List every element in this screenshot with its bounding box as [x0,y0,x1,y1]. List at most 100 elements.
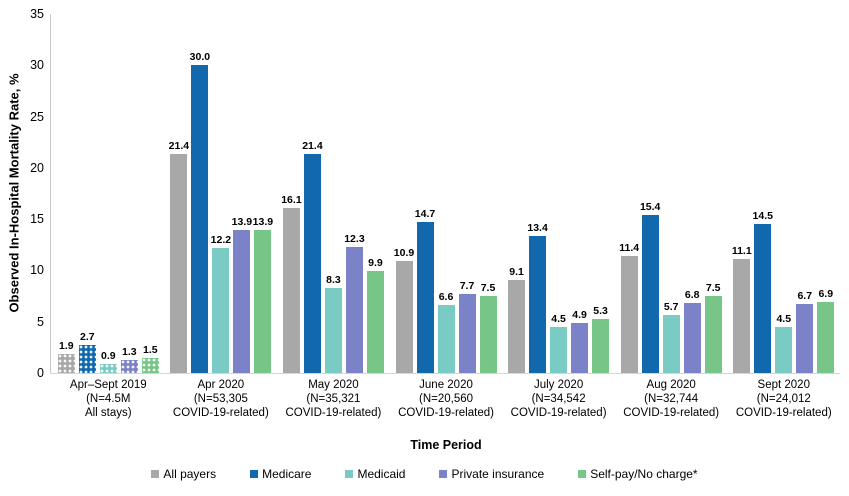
bar: 7.5 [479,282,497,373]
bar: 4.5 [775,313,793,373]
bar: 7.7 [458,280,476,373]
bar: 11.4 [619,242,639,373]
legend-swatch [250,470,259,478]
bar-value-label: 1.9 [58,339,74,352]
bar: 5.3 [592,305,610,373]
bar-value-label: 5.3 [593,304,608,317]
x-category-label: Sept 2020 (N=24,012 COVID-19-related) [735,379,832,419]
x-category-labels: Apr–Sept 2019 (N=4.5M All stays) Apr 2020 (N… [52,378,840,420]
bar: 9.9 [366,257,384,373]
bar-value-label: 16.1 [281,193,302,206]
y-tick-label: 25 [30,109,44,124]
bar: 2.7 [78,331,96,373]
legend-swatch [578,470,587,478]
legend-item: Private insurance [439,467,544,481]
bar: 30.0 [190,51,210,373]
bar-value-label: 10.9 [393,247,415,260]
bar: 15.4 [640,201,660,373]
y-tick-label: 15 [30,212,44,227]
bar-value-label: 11.4 [619,242,640,255]
bar: 6.6 [437,291,455,373]
bar: 1.3 [120,346,138,373]
y-tick-label: 30 [30,58,44,73]
bar-value-label: 7.7 [459,280,475,293]
y-tick-label: 35 [30,7,44,21]
bar: 9.1 [508,266,526,373]
bar-group: 10.9 14.7 6.6 7.7 7.5 [390,14,503,373]
bar-group: 21.4 30.0 12.2 13.9 13.9 [165,14,278,373]
legend-label: Medicaid [357,467,406,481]
legend-swatch [439,470,448,478]
bar-value-label: 13.4 [527,221,548,234]
bar-value-label: 21.4 [168,139,190,152]
bar-value-label: 13.9 [252,216,274,229]
bar: 0.9 [99,350,117,373]
bar-group: 1.9 2.7 0.9 1.3 1.5 [52,14,165,373]
bar-value-label: 6.7 [797,290,813,303]
bar: 13.4 [527,222,548,373]
bar: 10.9 [394,247,414,373]
bar-value-label: 7.5 [480,282,496,295]
bar: 21.4 [169,140,189,373]
legend-label: All payers [163,467,217,481]
bar-value-label: 8.3 [326,273,341,286]
bar-value-label: 11.1 [731,245,752,258]
bar-value-label: 15.4 [639,201,661,214]
bar-value-label: 14.5 [752,210,773,223]
legend-item: Self-pay/No charge* [578,467,698,481]
bar: 14.7 [415,208,435,373]
bar-value-label: 6.9 [818,288,834,301]
bar-value-label: 1.5 [142,343,158,356]
x-axis-line [50,373,840,374]
bar: 8.3 [324,274,342,373]
y-tick-label: 5 [37,314,44,329]
bar: 16.1 [281,194,302,373]
bar: 12.2 [211,234,231,373]
bar: 21.4 [302,140,323,373]
bar-value-label: 12.2 [210,233,232,246]
bar-value-label: 4.5 [776,312,792,325]
legend-label: Self-pay/No charge* [590,467,698,481]
bar-value-label: 9.9 [368,257,383,270]
x-category-label: Aug 2020 (N=32,744 COVID-19-related) [623,379,720,419]
bar: 4.5 [550,313,568,373]
bar-value-label: 5.7 [663,300,679,313]
y-tick-label: 20 [30,160,44,175]
legend-item: Medicaid [345,467,405,481]
bar-group: 16.1 21.4 8.3 12.3 9.9 [277,14,390,373]
x-category-label: June 2020 (N=20,560 COVID-19-related) [398,379,494,419]
bar: 11.1 [732,245,752,373]
legend-swatch [345,470,354,478]
bar: 7.5 [704,282,722,373]
legend: All payers Medicare Medicaid Private insura… [0,467,849,481]
bar-value-label: 14.7 [414,208,436,221]
bar-value-label: 6.6 [438,291,454,304]
bar-value-label: 9.1 [509,265,524,278]
plot-area: 1.9 2.7 0.9 1.3 1.5 21.4 30.0 12.2 13.9 13.9 16.1 2… [52,14,840,373]
bar: 6.8 [683,289,701,373]
x-category-label: Apr 2020 (N=53,305 COVID-19-related) [172,379,269,419]
bar-value-label: 4.5 [551,312,566,325]
bar-value-label: 2.7 [79,331,95,344]
bar: 6.7 [796,290,814,373]
bar-value-label: 6.8 [684,289,700,302]
bar-value-label: 30.0 [189,51,211,64]
bar-value-label: 1.3 [121,345,137,358]
bar-value-label: 7.5 [705,282,721,295]
bar-value-label: 0.9 [100,349,116,362]
bar: 12.3 [344,233,365,373]
bar-group: 9.1 13.4 4.5 4.9 5.3 [502,14,615,373]
legend-label: Medicare [262,467,312,481]
y-tick-label: 0 [37,366,44,380]
bar-value-label: 13.9 [231,216,253,229]
bar-group: 11.4 15.4 5.7 6.8 7.5 [615,14,728,373]
y-axis-line [50,14,51,373]
legend-item: Medicare [250,467,311,481]
bar-group: 11.1 14.5 4.5 6.7 6.9 [727,14,840,373]
bar: 4.9 [571,309,589,373]
bar: 1.5 [141,344,159,373]
x-axis-title: Time Period [410,438,482,452]
bar: 5.7 [662,301,680,373]
bar: 6.9 [817,288,835,373]
